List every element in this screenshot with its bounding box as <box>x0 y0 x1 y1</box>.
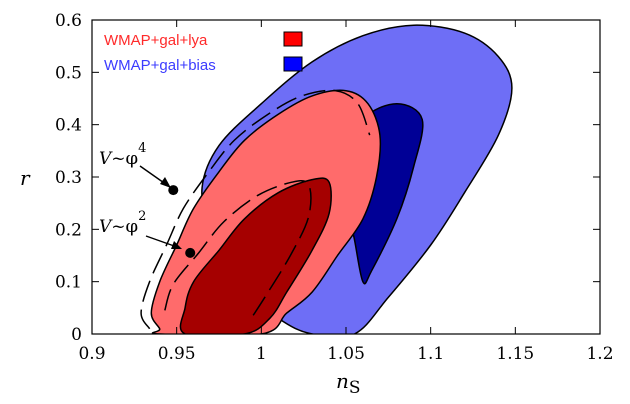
annotations: V~φ4 V~φ2 <box>99 141 182 249</box>
arrow-phi2 <box>145 235 178 248</box>
legend-label-wmap-gal-bias: WMAP+gal+bias <box>104 57 216 74</box>
axis-ticks: 0.9 0.95 1 1.05 1.1 1.15 1.2 0 0.1 0.2 0.3 0.4 0.5 0.… <box>55 11 614 364</box>
y-axis-title: r <box>20 166 31 190</box>
x-tick-label: 1 <box>256 344 267 364</box>
y-tick-label: 0.6 <box>55 11 82 31</box>
wmap-gal-lya-inner-contour <box>179 177 332 334</box>
dashed-inner-contour <box>164 180 312 322</box>
y-tick-label: 0.3 <box>55 168 82 188</box>
plot-area <box>140 24 513 334</box>
arrowhead-phi2 <box>171 241 182 249</box>
point-phi4 <box>168 185 179 196</box>
legend-label-wmap-gal-lya: WMAP+gal+lya <box>104 32 208 49</box>
x-tick-label: 1.05 <box>327 344 365 364</box>
y-tick-label: 0 <box>71 325 82 345</box>
y-tick-label: 0.4 <box>55 116 82 136</box>
annotation-phi4: V~φ4 <box>99 141 146 169</box>
arrowhead-phi4 <box>160 177 171 188</box>
dashed-outer-contour <box>140 89 371 330</box>
legend-swatch-wmap-gal-lya <box>283 31 303 47</box>
legend-swatch-wmap-gal-bias <box>283 56 303 72</box>
legend: WMAP+gal+lya WMAP+gal+bias <box>104 31 303 74</box>
y-tick-label: 0.1 <box>55 273 82 293</box>
model-points <box>168 185 196 258</box>
x-tick-label: 1.2 <box>586 344 613 364</box>
x-axis-title: nS <box>336 369 361 398</box>
x-tick-label: 0.9 <box>78 344 105 364</box>
x-tick-label: 0.95 <box>158 344 196 364</box>
x-tick-label: 1.15 <box>496 344 534 364</box>
y-tick-label: 0.2 <box>55 220 82 240</box>
y-tick-label: 0.5 <box>55 63 82 83</box>
annotation-phi2: V~φ2 <box>99 209 146 237</box>
x-tick-label: 1.1 <box>417 344 444 364</box>
point-phi2 <box>185 247 196 258</box>
